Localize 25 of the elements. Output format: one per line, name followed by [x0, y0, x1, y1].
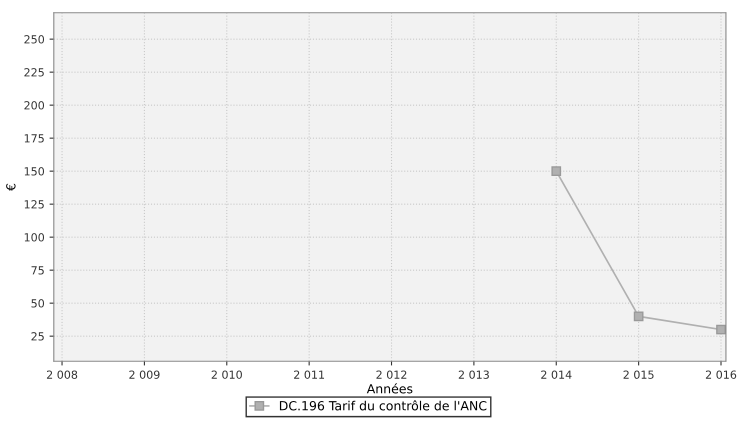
x-tick-label: 2 016 [706, 370, 736, 379]
y-tick-label: 75 [32, 266, 44, 275]
point [716, 324, 726, 334]
legend-label: DC.196 Tarif du contrôle de l'ANC [280, 400, 486, 410]
x-tick-label: 2 014 [541, 370, 572, 379]
y-tick-label: 25 [31, 332, 44, 341]
x-tick-label: 2 009 [129, 370, 160, 379]
y-tick-label: 175 [24, 134, 44, 143]
x-tick-label: 2 010 [212, 370, 242, 379]
x-tick-label: 2 011 [294, 370, 324, 379]
y-axis-title: € [6, 184, 16, 191]
point [634, 312, 644, 322]
y-tick-label: 250 [24, 35, 44, 44]
y-tick-label: 150 [24, 167, 44, 176]
point [551, 166, 562, 176]
y-tick-label: 200 [24, 101, 44, 110]
y-tick-label: 125 [24, 200, 44, 209]
y-tick-label: 225 [24, 68, 44, 77]
y-tick-label: 100 [24, 233, 44, 242]
x-axis-title: Années [366, 383, 412, 394]
x-tick-label: 2 012 [376, 370, 406, 379]
x-tick-label: 2 015 [624, 370, 654, 379]
x-tick-label: 2 013 [458, 370, 489, 379]
y-tick-label: 50 [31, 299, 44, 308]
x-tick-label: 2 008 [46, 370, 78, 379]
